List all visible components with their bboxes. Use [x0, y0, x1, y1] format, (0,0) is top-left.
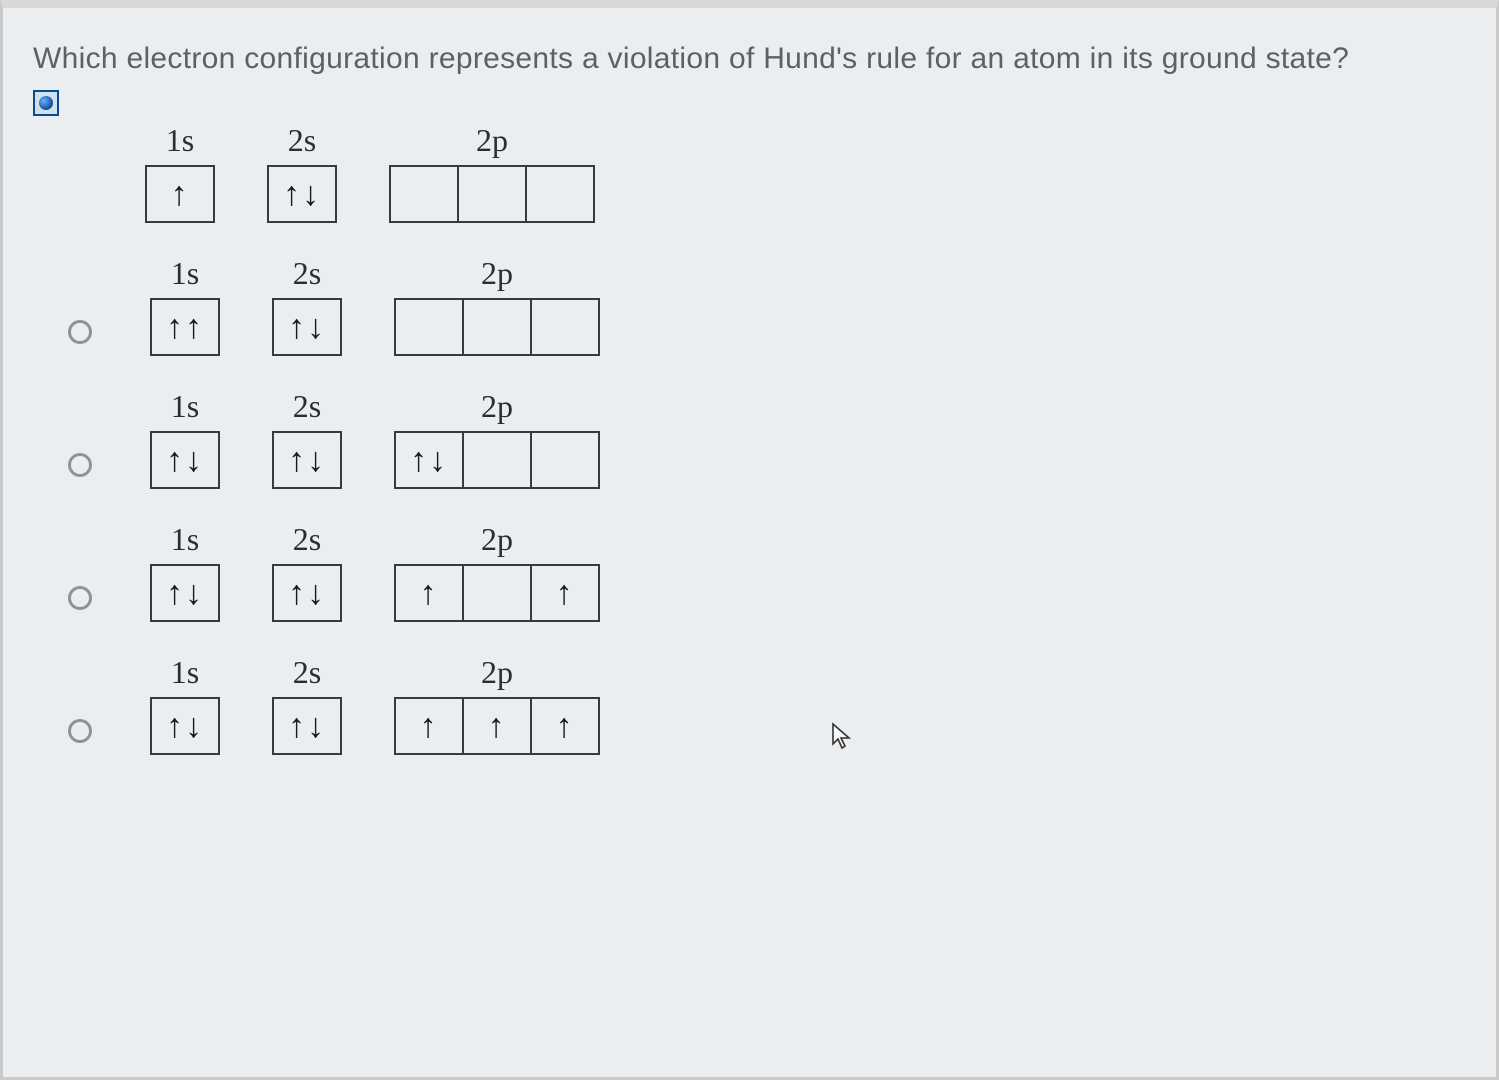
- label-1s: 1s: [171, 388, 199, 425]
- label-2s: 2s: [293, 388, 321, 425]
- radio-option-5[interactable]: [68, 719, 92, 743]
- box-1s: ↑↑: [150, 298, 220, 356]
- orbital-1s: 1s ↑↑: [150, 255, 220, 356]
- box-2p-1: ↑↓: [394, 431, 464, 489]
- radio-option-1-selected[interactable]: [33, 90, 59, 116]
- label-1s: 1s: [171, 521, 199, 558]
- box-2p-1: ↑: [394, 697, 464, 755]
- box-2p-1: [394, 298, 464, 356]
- box-2p-2: [462, 298, 532, 356]
- box-2p-2: [462, 431, 532, 489]
- box-2s: ↑↓: [272, 564, 342, 622]
- box-2p-2: ↑: [462, 697, 532, 755]
- config-2: 1s ↑↑ 2s ↑↓ 2p: [150, 255, 600, 356]
- option-5[interactable]: 1s ↑↓ 2s ↑↓ 2p ↑ ↑ ↑: [68, 654, 1466, 755]
- config-1: 1s ↑ 2s ↑↓ 2p: [145, 122, 595, 223]
- orbital-2s: 2s ↑↓: [272, 654, 342, 755]
- question-text: Which electron configuration represents …: [33, 42, 1466, 76]
- orbital-2s: 2s ↑↓: [272, 388, 342, 489]
- label-2p: 2p: [481, 255, 513, 292]
- orbital-2p: 2p ↑ ↑: [394, 521, 600, 622]
- label-2s: 2s: [288, 122, 316, 159]
- box-1s: ↑↓: [150, 564, 220, 622]
- box-2s: ↑↓: [272, 298, 342, 356]
- orbital-2s: 2s ↑↓: [272, 521, 342, 622]
- orbital-2p: 2p: [389, 122, 595, 223]
- box-1s: ↑↓: [150, 431, 220, 489]
- orbital-2p: 2p ↑↓: [394, 388, 600, 489]
- label-2p: 2p: [481, 654, 513, 691]
- label-1s: 1s: [166, 122, 194, 159]
- box-2p-3: [525, 165, 595, 223]
- box-2p-3: [530, 298, 600, 356]
- label-2p: 2p: [476, 122, 508, 159]
- orbital-1s: 1s ↑↓: [150, 654, 220, 755]
- box-2p-3: ↑: [530, 697, 600, 755]
- radio-option-3[interactable]: [68, 453, 92, 477]
- box-2p-2: [457, 165, 527, 223]
- box-2p-1: [389, 165, 459, 223]
- box-2p-2: [462, 564, 532, 622]
- box-1s: ↑↓: [150, 697, 220, 755]
- label-2s: 2s: [293, 654, 321, 691]
- box-2p-3: [530, 431, 600, 489]
- radio-option-4[interactable]: [68, 586, 92, 610]
- orbital-2p: 2p: [394, 255, 600, 356]
- radio-option-2[interactable]: [68, 320, 92, 344]
- option-2[interactable]: 1s ↑↑ 2s ↑↓ 2p: [68, 255, 1466, 356]
- label-2s: 2s: [293, 255, 321, 292]
- label-1s: 1s: [171, 255, 199, 292]
- option-4[interactable]: 1s ↑↓ 2s ↑↓ 2p ↑ ↑: [68, 521, 1466, 622]
- label-1s: 1s: [171, 654, 199, 691]
- config-4: 1s ↑↓ 2s ↑↓ 2p ↑ ↑: [150, 521, 600, 622]
- option-3[interactable]: 1s ↑↓ 2s ↑↓ 2p ↑↓: [68, 388, 1466, 489]
- box-2s: ↑↓: [272, 697, 342, 755]
- box-1s: ↑: [145, 165, 215, 223]
- orbital-1s: 1s ↑↓: [150, 521, 220, 622]
- box-2s: ↑↓: [272, 431, 342, 489]
- box-2s: ↑↓: [267, 165, 337, 223]
- question-panel: Which electron configuration represents …: [0, 0, 1499, 1080]
- config-5: 1s ↑↓ 2s ↑↓ 2p ↑ ↑ ↑: [150, 654, 600, 755]
- box-2p-1: ↑: [394, 564, 464, 622]
- orbital-2p: 2p ↑ ↑ ↑: [394, 654, 600, 755]
- option-1: 1s ↑ 2s ↑↓ 2p: [66, 122, 1466, 223]
- label-2s: 2s: [293, 521, 321, 558]
- orbital-2s: 2s ↑↓: [267, 122, 337, 223]
- orbital-2s: 2s ↑↓: [272, 255, 342, 356]
- label-2p: 2p: [481, 521, 513, 558]
- label-2p: 2p: [481, 388, 513, 425]
- orbital-1s: 1s ↑↓: [150, 388, 220, 489]
- box-2p-3: ↑: [530, 564, 600, 622]
- orbital-1s: 1s ↑: [145, 122, 215, 223]
- options-container: 1s ↑ 2s ↑↓ 2p: [68, 122, 1466, 755]
- config-3: 1s ↑↓ 2s ↑↓ 2p ↑↓: [150, 388, 600, 489]
